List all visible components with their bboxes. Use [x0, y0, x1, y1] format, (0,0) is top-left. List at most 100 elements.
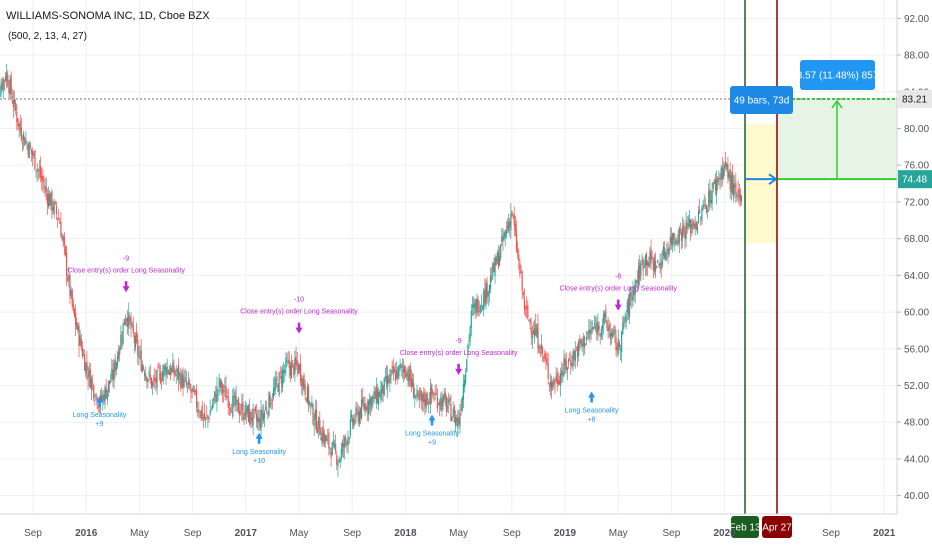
candle-body: [557, 379, 559, 385]
candle-body: [687, 224, 689, 227]
candle-body: [428, 402, 431, 405]
candle-body: [184, 377, 186, 379]
candle-body: [625, 315, 627, 323]
candle-body: [510, 213, 512, 230]
candle-body: [588, 329, 590, 339]
buy-arrow-icon[interactable]: [588, 391, 596, 403]
candle-body: [668, 247, 670, 255]
candle-body: [522, 292, 524, 295]
candle-body: [41, 175, 43, 181]
price-tick-label: 56.00: [904, 344, 929, 355]
candle-body: [32, 151, 34, 157]
candle-body: [304, 384, 306, 396]
candle-body: [91, 382, 94, 384]
candle-body: [236, 400, 238, 401]
candle-body: [495, 257, 497, 266]
candle-body: [661, 260, 663, 266]
candle-body: [273, 387, 276, 391]
buy-arrow-icon[interactable]: [255, 432, 263, 444]
candle-body: [613, 330, 615, 332]
candle-body: [415, 394, 417, 396]
price-tick-label: 88.00: [904, 51, 929, 62]
candle-body: [648, 262, 650, 267]
candle-body: [24, 137, 26, 146]
time-tick-label: 2019: [554, 528, 577, 539]
candle-body: [346, 441, 348, 446]
candle-body: [138, 355, 140, 358]
candle-body: [2, 78, 4, 91]
candle-body: [390, 370, 392, 377]
candle-body: [624, 321, 626, 323]
candle-body: [605, 309, 607, 323]
candle-body: [23, 133, 25, 141]
candle-body: [556, 373, 558, 385]
candle-body: [106, 389, 108, 401]
buy-signal-label: Long Seasonality: [73, 412, 127, 419]
candle-body: [330, 452, 332, 459]
candle-body: [614, 326, 616, 335]
candle-body: [406, 371, 408, 376]
sell-arrow-icon[interactable]: [295, 322, 303, 334]
buy-signal-label: Long Seasonality: [405, 430, 459, 437]
candle-body: [364, 403, 366, 413]
candle-body: [287, 360, 289, 362]
candle-body: [418, 390, 420, 400]
candle-body: [188, 380, 190, 385]
candle-body: [42, 175, 44, 183]
candle-body: [323, 433, 325, 444]
candle-body: [725, 161, 727, 167]
candle-body: [492, 263, 494, 278]
candle-body: [46, 193, 48, 205]
candle-body: [162, 372, 164, 381]
sell-arrow-icon[interactable]: [614, 299, 622, 311]
buy-arrow-icon[interactable]: [428, 414, 436, 426]
buy-signal-qty: +9: [96, 421, 104, 428]
candle-body: [652, 262, 654, 270]
candle-body: [553, 378, 555, 385]
candle-body: [275, 378, 277, 389]
price-axis[interactable]: 92.0088.0084.0080.0076.0072.0068.0064.00…: [896, 0, 932, 550]
candle-body: [635, 280, 637, 283]
candle-body: [714, 178, 717, 191]
candle-body: [417, 393, 419, 395]
sell-arrow-icon[interactable]: [122, 281, 130, 293]
candle-body: [19, 120, 21, 131]
candle-body: [445, 397, 448, 412]
candle-body: [664, 247, 666, 259]
buy-arrow-icon[interactable]: [96, 396, 103, 408]
time-tick-label: May: [449, 528, 468, 539]
candle-body: [449, 397, 451, 401]
candle-body: [517, 250, 519, 254]
candle-body: [294, 357, 296, 374]
candle-body: [143, 372, 146, 376]
candle-body: [528, 319, 530, 321]
candle-body: [337, 462, 339, 467]
time-axis[interactable]: Sep 2016 May Sep 2017 May Sep 2018 May Sep 2019 May…: [0, 513, 897, 539]
candle-body: [219, 380, 221, 388]
candle-body: [350, 414, 353, 418]
candle-body: [520, 271, 522, 273]
candle-body: [237, 397, 240, 414]
candle-body: [500, 244, 502, 258]
candle-body: [316, 428, 319, 433]
candle-body: [419, 395, 422, 397]
candle-body: [685, 220, 687, 239]
candle-body: [584, 344, 587, 345]
candle-body: [56, 218, 59, 220]
candle-body: [440, 397, 442, 410]
candle-body: [102, 394, 104, 401]
candle-body: [119, 348, 121, 355]
candle-body: [723, 165, 726, 169]
candle-body: [425, 393, 427, 409]
candle-body: [677, 239, 679, 244]
candle-body: [246, 405, 249, 413]
sell-arrow-icon[interactable]: [455, 363, 463, 375]
candle-body: [467, 345, 469, 356]
candle-body: [238, 410, 241, 416]
candle-body: [684, 230, 686, 240]
candle-body: [87, 375, 89, 380]
candle-body: [112, 370, 114, 380]
candle-body: [466, 359, 468, 372]
candle-body: [659, 262, 661, 267]
